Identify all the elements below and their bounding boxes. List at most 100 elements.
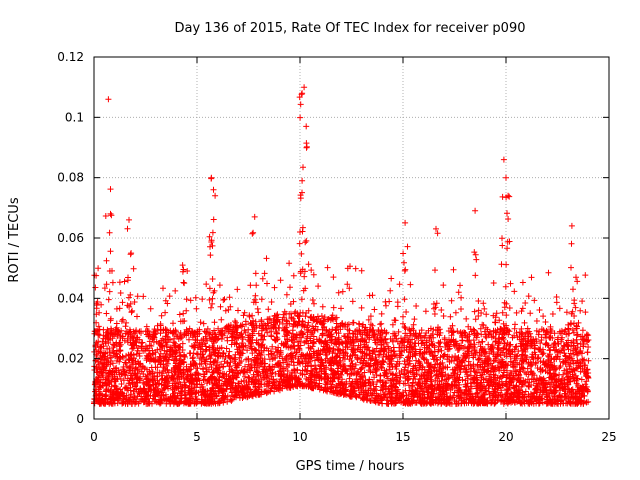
data-point bbox=[542, 319, 549, 325]
data-point bbox=[395, 378, 401, 385]
data-point bbox=[556, 305, 563, 312]
data-point bbox=[546, 333, 553, 340]
data-point bbox=[265, 306, 272, 313]
data-point bbox=[521, 319, 528, 326]
data-point bbox=[477, 372, 484, 379]
data-point bbox=[116, 279, 123, 286]
data-point bbox=[383, 330, 390, 337]
data-point bbox=[585, 337, 592, 343]
data-point bbox=[382, 298, 389, 305]
data-point bbox=[305, 319, 312, 326]
data-point bbox=[339, 288, 346, 295]
data-point bbox=[319, 303, 326, 310]
data-point bbox=[184, 268, 191, 274]
data-point bbox=[277, 277, 284, 284]
data-point bbox=[438, 307, 445, 313]
data-point bbox=[440, 313, 447, 319]
data-point bbox=[266, 356, 273, 363]
data-point bbox=[493, 310, 500, 317]
data-point bbox=[134, 293, 141, 300]
data-point bbox=[229, 396, 236, 403]
data-point bbox=[241, 309, 248, 316]
data-point bbox=[512, 321, 518, 328]
data-point bbox=[195, 389, 202, 396]
data-point bbox=[176, 343, 183, 350]
data-point bbox=[208, 304, 214, 311]
data-point bbox=[267, 387, 274, 394]
data-point bbox=[371, 306, 378, 313]
data-point bbox=[109, 279, 116, 286]
data-point bbox=[422, 308, 429, 315]
data-point bbox=[156, 353, 163, 360]
data-point bbox=[452, 309, 459, 316]
data-point bbox=[525, 293, 532, 300]
data-point bbox=[122, 323, 129, 330]
data-point bbox=[570, 286, 576, 293]
data-point bbox=[405, 382, 412, 389]
data-point bbox=[440, 282, 447, 289]
data-point bbox=[202, 340, 208, 347]
data-point bbox=[511, 288, 518, 295]
data-point bbox=[448, 297, 455, 304]
data-point bbox=[387, 287, 394, 294]
data-point bbox=[176, 311, 183, 318]
data-point bbox=[203, 281, 210, 288]
data-point bbox=[286, 260, 293, 267]
chart-title: Day 136 of 2015, Rate Of TEC Index for r… bbox=[175, 21, 526, 36]
data-point bbox=[324, 264, 331, 271]
data-point bbox=[367, 398, 374, 404]
data-point bbox=[309, 297, 316, 303]
data-point bbox=[568, 264, 574, 271]
data-point bbox=[119, 316, 126, 323]
data-point bbox=[400, 313, 406, 320]
data-point bbox=[264, 329, 271, 336]
data-point bbox=[209, 300, 216, 307]
data-point bbox=[259, 275, 266, 282]
data-point bbox=[199, 296, 206, 303]
data-point bbox=[483, 311, 490, 318]
data-point bbox=[271, 284, 278, 291]
data-point bbox=[438, 347, 445, 354]
data-point bbox=[242, 318, 249, 325]
data-point bbox=[149, 347, 156, 354]
data-point bbox=[403, 309, 410, 315]
data-point bbox=[235, 307, 241, 314]
data-point bbox=[350, 342, 357, 349]
data-point bbox=[183, 296, 190, 303]
data-point bbox=[268, 299, 275, 305]
data-point bbox=[117, 290, 124, 296]
data-point bbox=[430, 353, 437, 360]
data-point bbox=[302, 313, 309, 320]
data-point bbox=[584, 337, 591, 344]
data-point bbox=[223, 323, 230, 330]
data-point bbox=[180, 310, 187, 317]
data-point bbox=[395, 328, 402, 335]
data-point bbox=[540, 313, 547, 320]
data-point bbox=[361, 369, 368, 376]
data-point bbox=[247, 282, 254, 289]
data-point bbox=[177, 335, 184, 342]
data-point bbox=[553, 299, 560, 306]
data-point bbox=[411, 316, 418, 323]
data-point bbox=[226, 326, 233, 333]
data-point bbox=[519, 305, 526, 312]
data-point bbox=[186, 336, 192, 343]
data-point bbox=[402, 325, 409, 332]
data-point bbox=[311, 357, 318, 364]
data-point bbox=[519, 279, 526, 286]
data-point bbox=[117, 347, 124, 354]
data-point bbox=[420, 355, 427, 362]
data-point bbox=[129, 307, 136, 314]
data-point bbox=[147, 305, 154, 312]
data-point bbox=[255, 330, 262, 337]
data-point bbox=[344, 281, 351, 288]
data-point bbox=[401, 324, 408, 330]
data-point bbox=[311, 300, 317, 307]
data-point bbox=[319, 332, 326, 339]
data-point bbox=[490, 280, 497, 286]
data-point bbox=[269, 343, 276, 350]
data-point bbox=[402, 380, 409, 387]
data-point bbox=[209, 295, 216, 302]
data-point bbox=[480, 300, 487, 307]
data-point bbox=[579, 327, 586, 334]
